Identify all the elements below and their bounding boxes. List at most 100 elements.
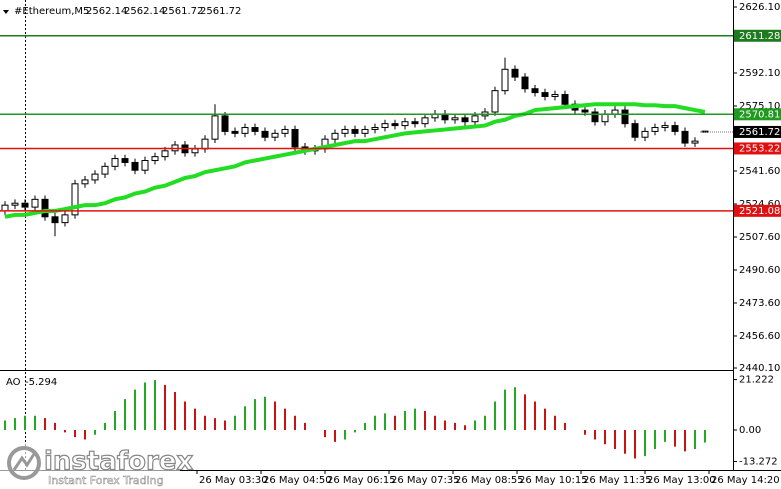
- candle-body: [471, 115, 479, 123]
- candle-body: [541, 92, 549, 97]
- x-tick-label: 26 May 10:15: [519, 475, 588, 486]
- header-arrow: [3, 10, 9, 14]
- watermark: instaforex Instant Forex Trading: [0, 444, 194, 489]
- candle-body: [651, 127, 659, 132]
- candle-body: [601, 113, 609, 123]
- candle-body: [451, 117, 459, 121]
- candle-body: [191, 148, 199, 154]
- candle-body: [351, 128, 359, 134]
- candle-body: [41, 198, 49, 218]
- candle-body: [91, 173, 99, 181]
- candle-body: [31, 198, 39, 208]
- symbol-title: #Ethereum,M5: [14, 6, 89, 17]
- y-tick-label: 2490.60: [739, 265, 780, 276]
- level-label-bg: [734, 204, 781, 217]
- candle-body: [341, 128, 349, 134]
- watermark-tagline: Instant Forex Trading: [48, 474, 164, 487]
- ao-tick-label: 0.00: [739, 425, 761, 436]
- header-low: 2561.72: [162, 6, 203, 17]
- candle-body: [551, 94, 559, 97]
- x-tick-label: 26 May 13:00: [647, 475, 716, 486]
- price-label: 2561.72: [739, 127, 780, 138]
- y-tick-label: 2592.10: [739, 68, 780, 79]
- candle-body: [161, 150, 169, 158]
- y-tick-label: 2575.10: [739, 101, 780, 112]
- level-label-bg: [734, 29, 781, 42]
- candle-body: [631, 123, 639, 138]
- watermark-bg: [0, 444, 180, 489]
- y-tick-label: 2507.60: [739, 232, 780, 243]
- level-label: 2570.81: [739, 109, 780, 120]
- candle-body: [141, 160, 149, 171]
- candle-body: [621, 109, 629, 125]
- candle-body: [251, 127, 259, 132]
- moving-average: [4, 102, 706, 219]
- candle-body: [291, 128, 299, 148]
- candle-body: [81, 179, 89, 185]
- candle-body: [661, 125, 669, 129]
- candle-body: [261, 130, 269, 138]
- level-label-bg: [734, 108, 781, 121]
- candle-body: [501, 68, 509, 92]
- watermark-logo: [7, 446, 41, 480]
- watermark-brand: instaforex: [44, 447, 194, 477]
- candle-body: [231, 130, 239, 134]
- candle-body: [101, 165, 109, 175]
- candle-body: [151, 156, 159, 162]
- candle-body: [671, 125, 679, 132]
- ao-title: AO: [6, 377, 21, 388]
- candle-body: [201, 138, 209, 150]
- ao-tick-label: -13.272: [739, 457, 778, 468]
- y-tick-label: 2440.10: [739, 363, 780, 374]
- candle-body: [211, 115, 219, 140]
- candle-body: [521, 76, 529, 90]
- ao-tick-label: 21.222: [739, 375, 774, 386]
- candle-body: [371, 127, 379, 130]
- y-tick-label: 2541.60: [739, 166, 780, 177]
- candle-body: [391, 123, 399, 127]
- y-tick-label: 2456.60: [739, 331, 780, 342]
- candle-body: [11, 202, 19, 206]
- candle-body: [511, 68, 519, 78]
- level-label-bg: [734, 142, 781, 155]
- x-tick-label: 26 May 11:35: [583, 475, 652, 486]
- y-tick-label: 2473.60: [739, 298, 780, 309]
- candle-body: [491, 90, 499, 113]
- candle-body: [691, 140, 699, 144]
- header-open: 2562.14: [86, 6, 127, 17]
- candle-body: [381, 123, 389, 129]
- candle-body: [281, 128, 289, 134]
- candle-body: [111, 158, 119, 167]
- candle-body: [241, 127, 249, 134]
- y-tick-label: 2524.60: [739, 199, 780, 210]
- level-label: 2611.28: [739, 31, 780, 42]
- candle-body: [421, 117, 429, 125]
- candle-body: [221, 115, 229, 132]
- header-high: 2562.14: [124, 6, 165, 17]
- candle-body: [411, 121, 419, 125]
- candle-body: [71, 183, 79, 216]
- x-tick-label: 26 May 03:30: [199, 475, 268, 486]
- x-tick-label: 26 May 14:20: [711, 475, 780, 486]
- candle-body: [401, 121, 409, 127]
- candle-body: [21, 202, 29, 208]
- candle-body: [611, 109, 619, 115]
- candle-body: [271, 132, 279, 138]
- x-tick-label: 26 May 04:50: [263, 475, 332, 486]
- x-tick-label: 26 May 06:15: [327, 475, 396, 486]
- candle-body: [531, 88, 539, 94]
- level-label: 2553.22: [739, 143, 780, 154]
- candle-body: [641, 130, 649, 138]
- ao-value: -5.294: [25, 377, 57, 388]
- level-label: 2521.08: [739, 206, 780, 217]
- price-label-bg: [734, 125, 781, 138]
- candle-body: [61, 214, 69, 224]
- candle-body: [561, 94, 569, 105]
- candle-body: [581, 109, 589, 113]
- candle-body: [461, 117, 469, 123]
- y-tick-label: 2626.10: [739, 2, 780, 13]
- candle-body: [51, 216, 59, 224]
- x-tick-label: 26 May 07:35: [391, 475, 460, 486]
